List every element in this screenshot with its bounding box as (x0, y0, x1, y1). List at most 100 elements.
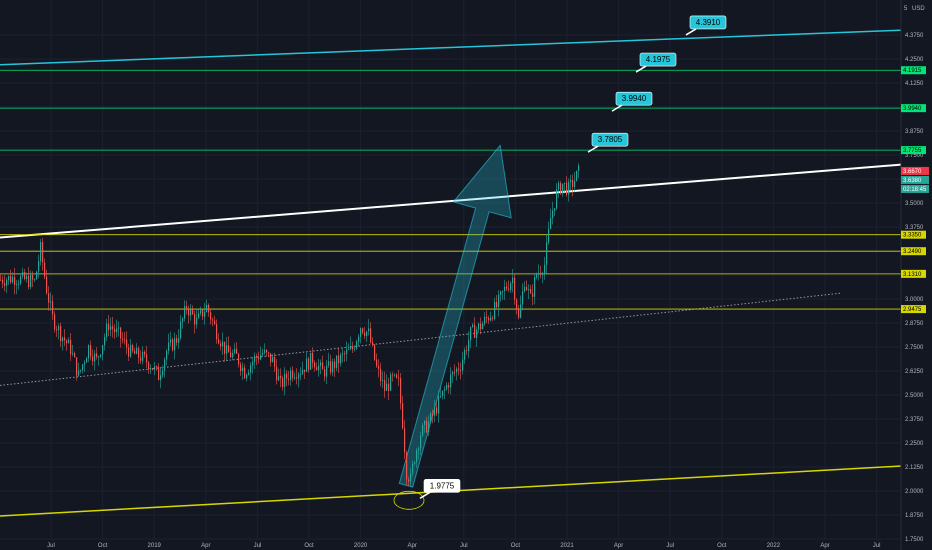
candle-body (424, 420, 426, 425)
candle-body (242, 367, 244, 372)
candle-body (196, 318, 198, 325)
candle-body (288, 378, 290, 380)
y-tick-label: 2.1250 (905, 465, 924, 471)
candle-body (520, 304, 522, 318)
candle-body (128, 347, 130, 357)
candle-body (504, 286, 506, 292)
candle-body (46, 276, 48, 294)
candle-body (358, 336, 360, 342)
candle-body (402, 403, 404, 429)
annotation-label: 1.9775 (430, 481, 455, 490)
candle-body (422, 424, 424, 436)
candle-body (262, 352, 264, 355)
candle-body (276, 366, 278, 381)
candle-body (398, 377, 400, 379)
candle-body (34, 279, 36, 281)
candle-body (302, 369, 304, 375)
candle-body (86, 358, 88, 363)
y-tick-label: 4.2500 (905, 57, 924, 63)
time-axis[interactable]: Jul Oct 2019 Apr Jul Oct 2020 Apr Jul Oct 2021 Apr J… (47, 543, 880, 549)
candle-body (16, 284, 18, 286)
candle-body (516, 299, 518, 310)
candle-body (372, 342, 374, 345)
x-tick-label: Jul (666, 543, 674, 549)
candle-body (366, 331, 368, 336)
level-tag-label: 3.7755 (903, 148, 922, 154)
level-tag-label: 2.9475 (903, 307, 922, 313)
candle-body (304, 369, 306, 372)
candle-body (172, 339, 174, 351)
y-tick-label: 1.7500 (905, 537, 924, 543)
candle-body (164, 359, 166, 371)
candle-body (446, 385, 448, 390)
candle-body (54, 314, 56, 330)
level-tag-label: 3.9940 (903, 106, 922, 112)
candle-body (318, 365, 320, 371)
candle-body (444, 389, 446, 391)
candle-body (30, 275, 32, 288)
candle-body (72, 353, 74, 355)
horizontal-levels (0, 69, 901, 310)
annotation-pointer (635, 65, 647, 73)
candle-body (106, 323, 108, 338)
y-tick-label: 2.5000 (905, 393, 924, 399)
y-tick-label: 2.8750 (905, 321, 924, 327)
candle-body (430, 413, 432, 422)
candle-body (464, 350, 466, 360)
candle-body (264, 349, 266, 353)
candle-body (76, 357, 78, 376)
x-tick-label: 2020 (354, 543, 368, 549)
candle-body (396, 374, 398, 378)
current-price-tag (901, 175, 929, 184)
candle-body (146, 354, 148, 363)
candle-body (452, 372, 454, 375)
candle-body (486, 316, 488, 319)
annotation-label: 4.1975 (646, 55, 671, 64)
level-tag (901, 104, 926, 113)
candle-body (138, 348, 140, 358)
candle-body (82, 364, 84, 371)
candle-body (212, 319, 214, 321)
candle-body (544, 264, 546, 275)
candle-body (560, 183, 562, 194)
candle-body (320, 362, 322, 366)
candle-body (28, 275, 30, 288)
candle-body (192, 309, 194, 315)
candle-body (182, 318, 184, 322)
candle-body (190, 309, 192, 316)
candle-body (96, 353, 98, 358)
candle-body (258, 357, 260, 360)
candle-body (510, 283, 512, 290)
candle-body (0, 279, 2, 281)
candle-body (348, 349, 350, 350)
candle-body (522, 291, 524, 305)
candle-body (484, 316, 486, 324)
candle-body (56, 329, 58, 331)
candle-body (414, 462, 416, 464)
candle-body (572, 180, 574, 187)
candle-body (568, 182, 570, 195)
candle-body (254, 355, 256, 362)
annotation-pointer (419, 491, 431, 499)
candle-body (316, 367, 318, 371)
candle-body (296, 377, 298, 379)
candle-body (118, 327, 120, 329)
candle-body (210, 312, 212, 320)
candle-body (74, 353, 76, 358)
candle-body (482, 323, 484, 330)
price-annotations: 4.3910 4.1975 3.9940 3.7805 1.9775 (419, 15, 727, 499)
candle-body (534, 277, 536, 297)
current-price-tag-label: 02:18:45 (903, 187, 927, 193)
candle-body (26, 275, 28, 280)
candle-body (338, 355, 340, 364)
low-highlight-ellipse (393, 490, 425, 510)
candle-body (480, 323, 482, 330)
candle-body (178, 338, 180, 343)
candle-body (222, 341, 224, 347)
candle-body (124, 339, 126, 341)
x-tick-label: Oct (304, 543, 314, 549)
annotation-box (615, 91, 653, 106)
x-tick-label: Apr (820, 543, 829, 549)
level-tag (901, 66, 926, 75)
